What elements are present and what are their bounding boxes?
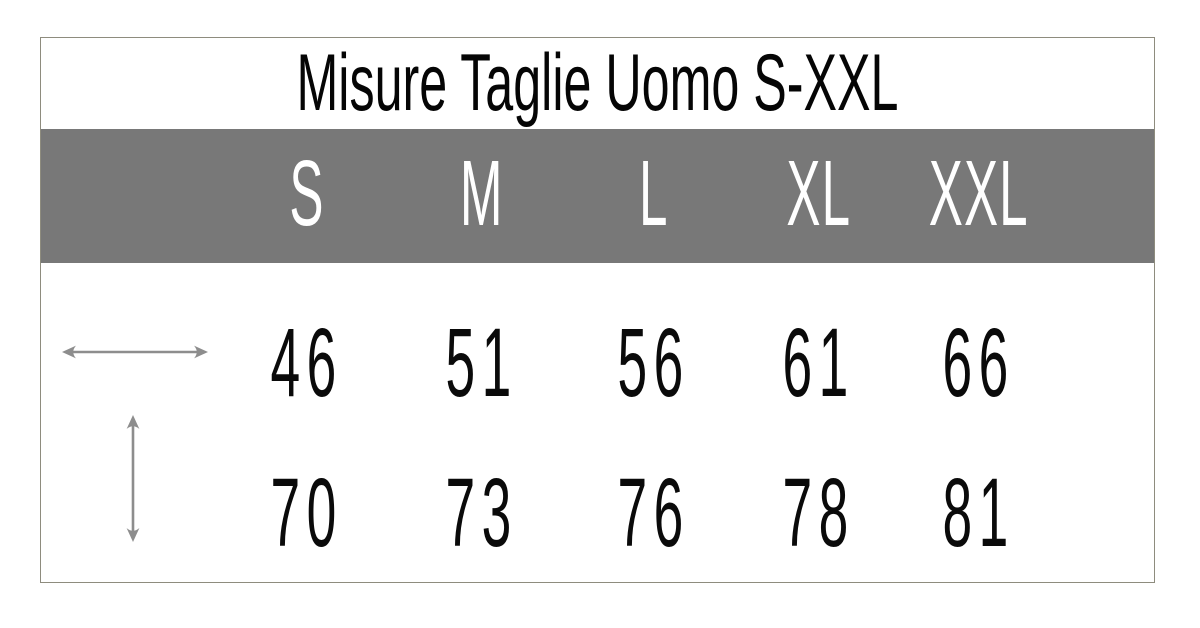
width-value-l: 56 [617, 307, 691, 417]
length-value-s: 70 [270, 457, 343, 567]
width-value-cell-s: 46 [219, 314, 394, 411]
width-value-xxl: 66 [942, 307, 1016, 417]
width-value-cell-xxl: 66 [899, 314, 1059, 411]
width-values-row: 46 51 56 61 66 [41, 292, 1156, 432]
size-label-m: M [460, 140, 504, 245]
size-header-cell-m: M [394, 140, 570, 245]
size-label-l: L [639, 140, 669, 245]
chart-title: Misure Taglie Uomo S-XXL [296, 38, 899, 128]
length-value-cell-m: 73 [394, 464, 570, 561]
size-label-s: S [288, 140, 325, 245]
size-header-cell-s: S [219, 140, 394, 245]
width-value-xl: 61 [782, 307, 855, 417]
length-value-l: 76 [617, 457, 691, 567]
size-header-cell-l: L [570, 140, 738, 245]
size-label-xxl: XXL [929, 140, 1029, 245]
length-value-cell-s: 70 [219, 464, 394, 561]
size-chart-panel: Misure Taglie Uomo S-XXL S M L XL XXL [40, 37, 1155, 583]
width-value-cell-l: 56 [570, 314, 738, 411]
length-value-m: 73 [445, 457, 519, 567]
size-header-cell-xxl: XXL [899, 140, 1059, 245]
width-value-cell-xl: 61 [738, 314, 899, 411]
length-value-cell-l: 76 [570, 464, 738, 561]
length-value-cell-xxl: 81 [899, 464, 1059, 561]
chart-title-row: Misure Taglie Uomo S-XXL [41, 38, 1154, 129]
size-label-xl: XL [786, 140, 851, 245]
size-header-row: S M L XL XXL [41, 129, 1154, 263]
width-value-s: 46 [270, 307, 343, 417]
horizontal-double-arrow-icon [62, 345, 208, 359]
length-value-xxl: 81 [942, 457, 1016, 567]
length-value-xl: 78 [782, 457, 855, 567]
vertical-double-arrow-icon [126, 415, 140, 542]
width-value-m: 51 [445, 307, 519, 417]
width-value-cell-m: 51 [394, 314, 570, 411]
length-value-cell-xl: 78 [738, 464, 899, 561]
size-header-cell-xl: XL [738, 140, 899, 245]
length-values-row: 70 73 76 78 81 [41, 442, 1156, 582]
